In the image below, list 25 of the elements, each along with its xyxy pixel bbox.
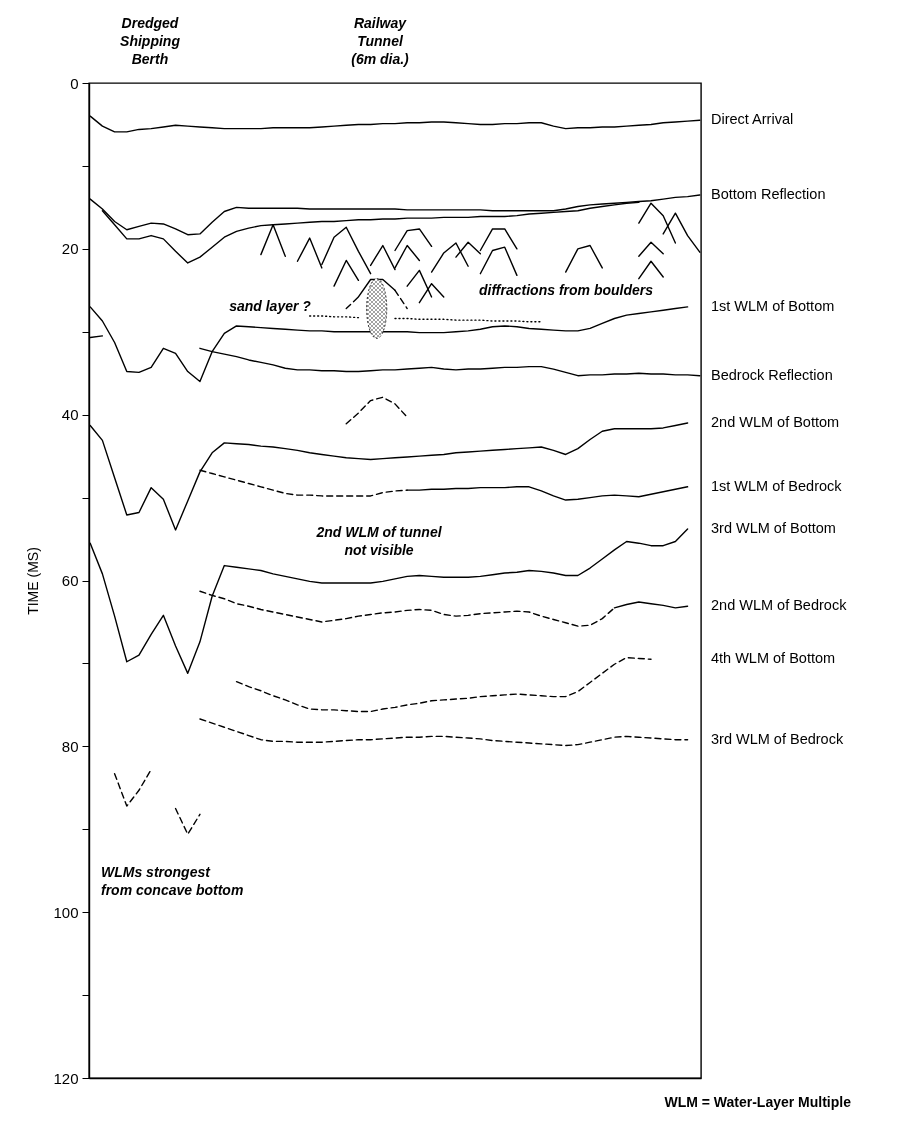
series-label: Direct Arrival: [711, 111, 794, 128]
series-label: 1st WLM of Bedrock: [711, 477, 843, 494]
series-label: 2nd WLM of Bottom: [711, 413, 840, 430]
text: 4th WLM of Bottom: [711, 650, 836, 667]
y-tick-label: 20: [61, 240, 79, 258]
y-tick-label: 120: [53, 1069, 79, 1087]
series-label: Bedrock Reflection: [711, 366, 833, 383]
y-tick-label: 80: [61, 737, 79, 755]
annotation: WLMs strongest from concave bottom: [101, 864, 244, 898]
annotation: diffractions from boulders: [479, 282, 654, 298]
y-tick-label: 40: [61, 406, 79, 424]
y-tick-label: 100: [53, 903, 79, 921]
series-label: 3rd WLM of Bottom: [711, 520, 836, 537]
y-tick-label: 60: [61, 572, 79, 589]
series-label: 2nd WLM of Bedrock: [711, 597, 848, 614]
series-label: Bottom Reflection: [711, 185, 826, 202]
text: Dredged Shipping Berth: [120, 15, 181, 67]
series-label: 1st WLM of Bottom: [711, 297, 835, 314]
annotation: 2nd WLM of tunnel not visible: [315, 524, 443, 558]
series-label: 3rd WLM of Bedrock: [711, 730, 844, 747]
y-axis-title: TIME (MS): [25, 547, 42, 615]
y-tick-label: 0: [70, 74, 79, 92]
text: Railway Tunnel (6m dia.): [351, 15, 410, 67]
annotation: sand layer ?: [229, 298, 312, 314]
text: WLM = Water-Layer Multiple: [664, 1094, 852, 1110]
